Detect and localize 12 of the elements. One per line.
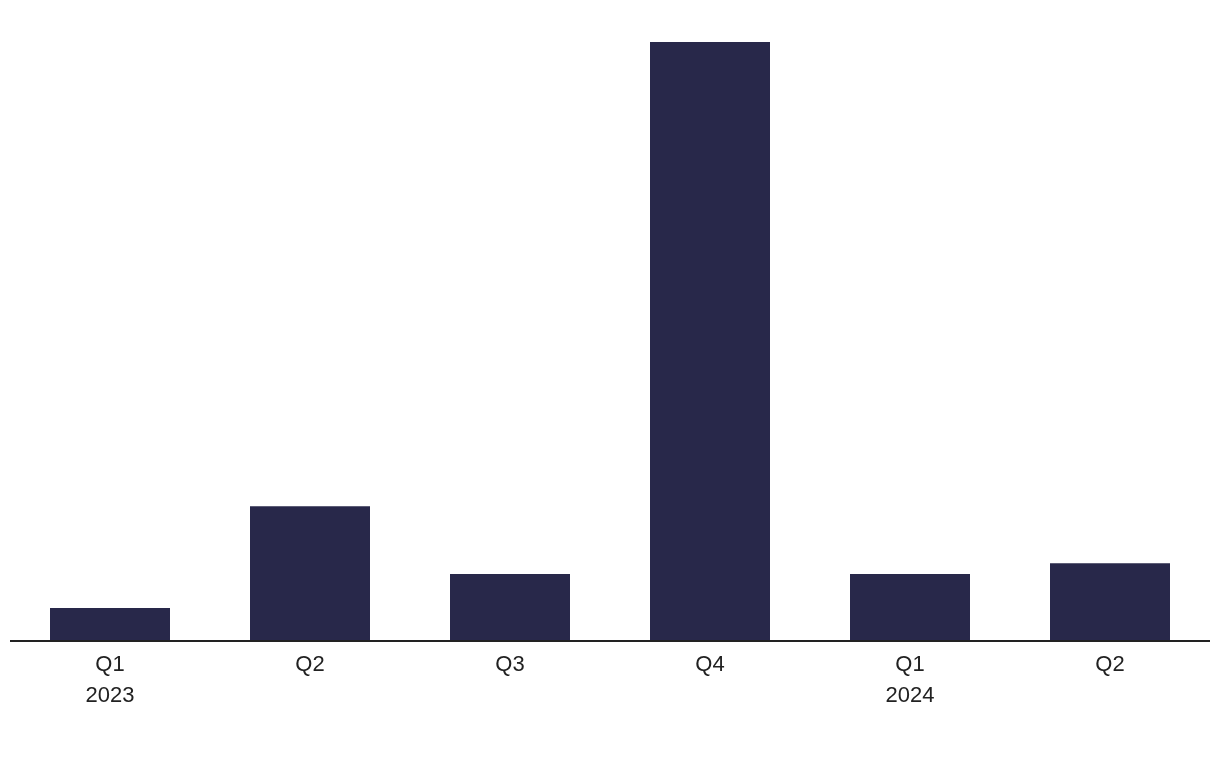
bar (450, 573, 570, 641)
bar (850, 573, 970, 641)
bar (250, 506, 370, 641)
x-tick-label: Q4 (695, 651, 725, 676)
x-tick-label: Q1 2024 (885, 651, 935, 707)
bar (1050, 563, 1170, 641)
x-tick-label: Q1 2023 (85, 651, 135, 707)
x-tick-label: Q3 (495, 651, 525, 676)
x-tick-label: Q2 (1095, 651, 1125, 676)
bar (50, 608, 170, 641)
bar (650, 42, 770, 641)
x-tick-label: Q2 (295, 651, 325, 676)
